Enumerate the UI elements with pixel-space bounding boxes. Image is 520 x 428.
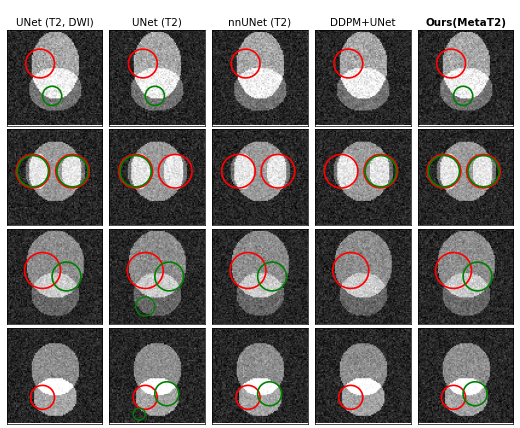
Text: DDPM+UNet: DDPM+UNet — [330, 18, 396, 28]
Text: nnUNet (T2): nnUNet (T2) — [228, 18, 292, 28]
Text: UNet (T2, DWI): UNet (T2, DWI) — [16, 18, 94, 28]
Text: UNet (T2): UNet (T2) — [132, 18, 182, 28]
Text: Ours(MetaT2): Ours(MetaT2) — [425, 18, 506, 28]
